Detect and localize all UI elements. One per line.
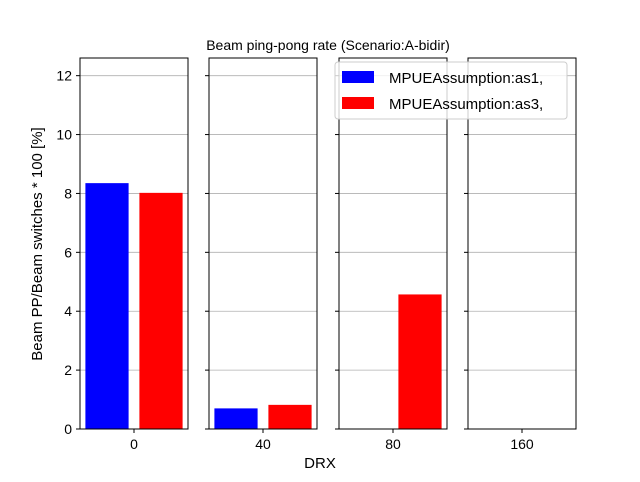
- legend-box: [334, 61, 568, 120]
- chart-title: Beam ping-pong rate (Scenario:A-bidir): [206, 37, 450, 53]
- bar-as3-drx-0: [139, 192, 183, 429]
- bars: [85, 183, 442, 429]
- x-tick-label: 80: [385, 436, 401, 452]
- bar-as3-drx-80: [398, 294, 442, 429]
- y-tick-label: 0: [64, 421, 72, 437]
- x-axis-ticks: 0 40 80 160: [130, 429, 534, 452]
- bar-as3-drx-40: [268, 404, 312, 429]
- y-tick-label: 8: [64, 185, 72, 201]
- legend-swatch-as3: [342, 97, 374, 109]
- y-axis-ticks: 0 2 4 6 8 10 12: [56, 68, 468, 437]
- x-tick-label: 0: [130, 436, 138, 452]
- y-tick-label: 2: [64, 362, 72, 378]
- y-tick-label: 4: [64, 303, 72, 319]
- legend-swatch-as1: [342, 71, 374, 83]
- bar-as1-drx-40: [214, 408, 258, 429]
- y-tick-label: 6: [64, 244, 72, 260]
- y-axis-label: Beam PP/Beam switches * 100 [%]: [29, 127, 46, 360]
- legend-label-as3: MPUEAssumption:as3,: [389, 96, 543, 113]
- x-axis-label: DRX: [304, 455, 336, 472]
- x-tick-label: 40: [255, 436, 271, 452]
- panel-frame: [208, 57, 318, 430]
- x-tick-label: 160: [510, 436, 534, 452]
- legend-label-as1: MPUEAssumption:as1,: [389, 70, 543, 87]
- legend: MPUEAssumption:as1, MPUEAssumption:as3,: [334, 61, 568, 120]
- y-tick-label: 12: [56, 68, 72, 84]
- y-tick-label: 10: [56, 127, 72, 143]
- bar-as1-drx-0: [85, 183, 129, 429]
